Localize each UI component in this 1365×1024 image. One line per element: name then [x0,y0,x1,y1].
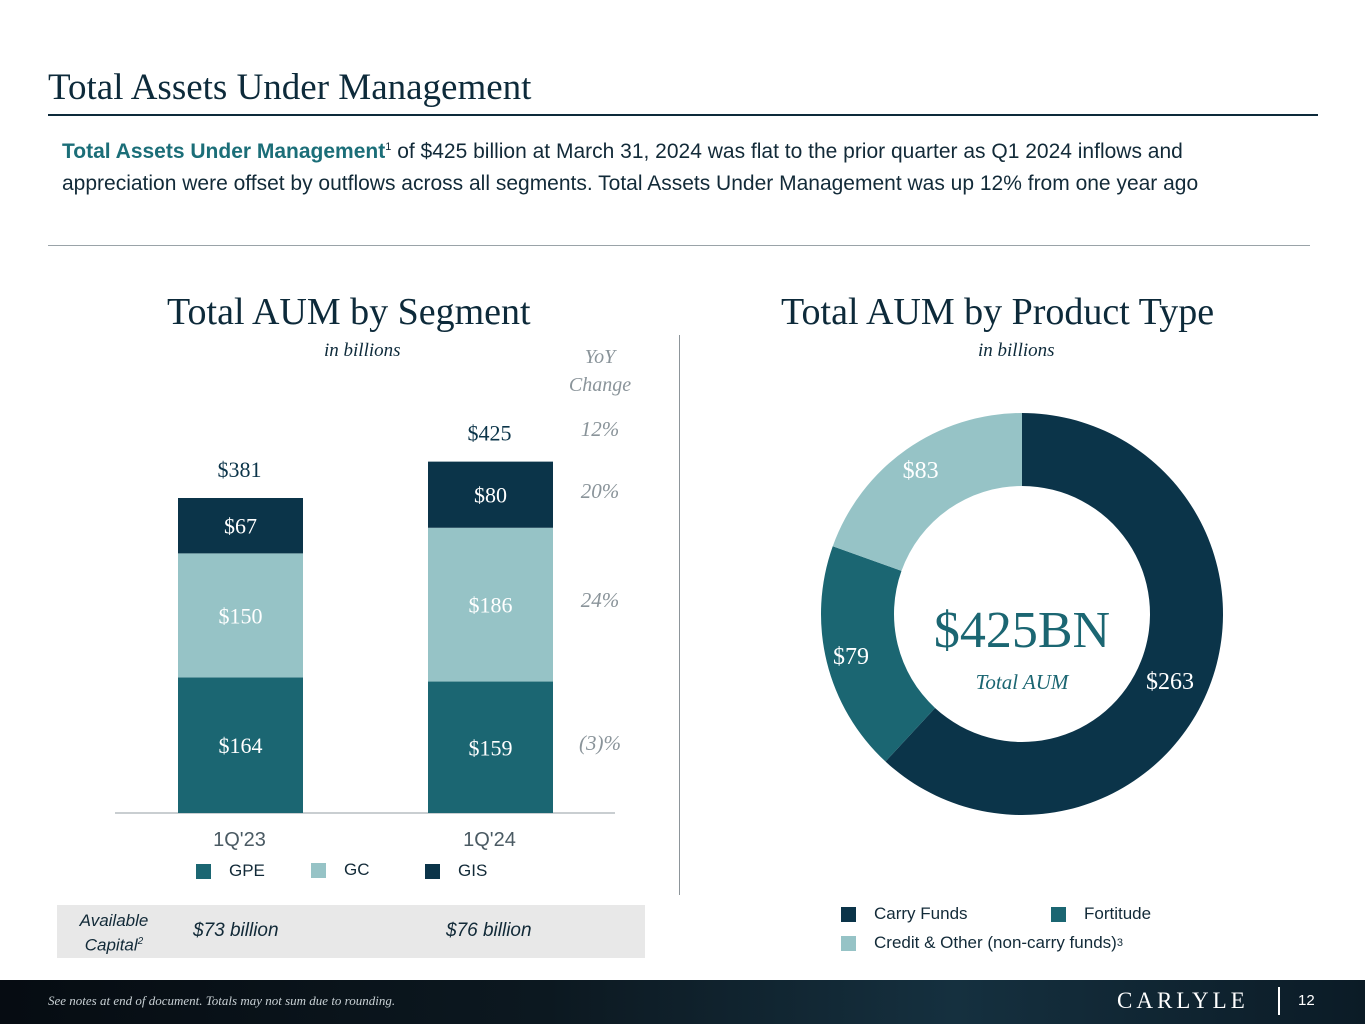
yoy-gis: 20% [580,479,620,503]
intro-paragraph: Total Assets Under Management1 of $425 b… [62,131,1302,200]
available-capital-1q24: $76 billion [446,920,532,941]
legend-swatch-fortitude [1051,906,1066,922]
bar-value-label: $164 [219,733,263,758]
legend-label-gc: GC [344,860,370,879]
bar-segment-gis [178,498,303,554]
legend-label-carry-funds: Carry Funds [874,904,968,923]
legend-label-fortitude: Fortitude [1084,904,1152,923]
intro-footnote-marker: 1 [385,141,392,153]
donut-slice [885,413,1223,815]
title-divider [48,114,1318,116]
bar-segment-gis [428,461,553,528]
legend-item-carry-funds: Carry Funds [841,904,968,924]
yoy-gpe: (3)% [579,731,621,755]
x-tick-label: 1Q'23 [213,829,266,851]
legend-item-gis: GIS [425,861,487,881]
legend-item-credit-other: Credit & Other (non-carry funds) 3 [841,933,1123,953]
legend-item-fortitude: Fortitude [1051,904,1151,924]
available-capital-footnote-marker: 2 [137,936,144,947]
donut-center-value: $425BN [934,602,1110,659]
donut-center-label: Total AUM [976,670,1070,694]
legend-swatch-gpe [196,863,211,879]
product-chart-title: Total AUM by Product Type [781,291,1215,333]
bar-value-label: $159 [469,735,513,760]
product-chart-subtitle: in billions [978,340,1055,361]
charts-divider [679,335,680,895]
yoy-gc: 24% [580,588,620,612]
bar-segment-gpe [178,677,303,813]
bar-segment-gpe [428,681,553,813]
legend-item-gpe: GPE [196,861,265,881]
bar-value-label: $186 [469,593,513,618]
bar-value-label: $67 [224,514,257,539]
available-capital-label: Available Capital2 [62,910,166,956]
segment-bar-chart: $164 $150 $67 $381 1Q'23 $159 $186 $80 $425 1Q'24 [115,421,615,851]
bar-total-label: $425 [468,421,512,446]
legend-label-credit-other: Credit & Other (non-carry funds) [874,933,1117,952]
legend-footnote-marker: 3 [1116,937,1123,949]
bar-segment-gc [428,527,553,682]
legend-swatch-gis [425,863,440,879]
legend-swatch-carry-funds [841,906,856,922]
footer-note: See notes at end of document. Totals may… [48,993,396,1008]
legend-swatch-credit-other [841,935,856,951]
intro-text: of $425 billion at March 31, 2024 was fl… [62,140,1199,195]
page-number: 12 [1298,992,1315,1009]
brand-divider [1278,987,1280,1015]
legend-item-gc: GC [311,860,370,880]
segment-chart-title: Total AUM by Segment [167,291,531,333]
bar-total-label: $381 [218,457,262,482]
intro-lead: Total Assets Under Management [62,140,386,163]
donut-slice-label: $83 [903,458,939,484]
footer-bar [0,980,1365,1024]
available-capital-band [57,905,645,958]
x-tick-label: 1Q'24 [463,829,516,851]
donut-slice-label: $79 [833,644,869,670]
brand-logo: CARLYLE [1117,988,1249,1013]
donut-slice-label: $263 [1146,669,1194,695]
donut-slice [832,413,1022,571]
available-capital-label-text: Available Capital [79,911,149,955]
available-capital-1q23: $73 billion [193,920,279,941]
bar-value-label: $80 [474,483,507,508]
legend-swatch-gc [311,862,326,878]
product-donut-chart: $263 $79 $83 $425BN Total AUM [821,413,1223,815]
bar-segment-gc [178,553,303,678]
yoy-header: YoY Change [568,346,632,396]
donut-slice [821,546,936,762]
section-divider [48,245,1310,246]
segment-chart-subtitle: in billions [324,340,401,361]
yoy-total: 12% [580,417,620,441]
bar-value-label: $150 [219,603,263,628]
page-title: Total Assets Under Management [48,67,532,108]
legend-label-gpe: GPE [229,861,265,880]
legend-label-gis: GIS [458,861,488,880]
